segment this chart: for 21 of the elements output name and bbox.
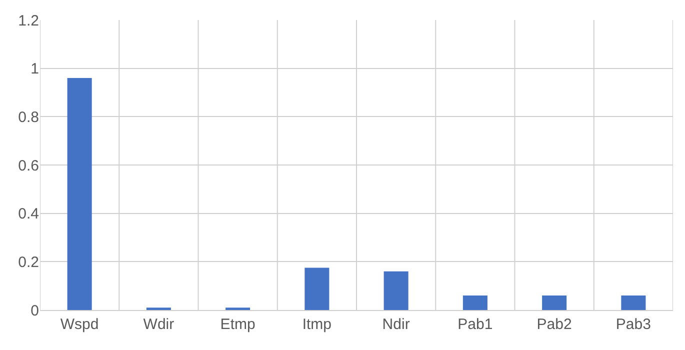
y-tick-label: 0.2	[18, 254, 39, 271]
x-tick-label: Pab3	[616, 316, 651, 333]
x-tick-label: Ndir	[382, 316, 410, 333]
y-tick-label: 0.4	[18, 206, 39, 223]
y-tick-label: 0	[30, 302, 39, 320]
y-tick-label: 1	[30, 60, 39, 78]
x-tick-label: Wdir	[143, 316, 174, 333]
x-tick-label: Wspd	[60, 316, 99, 333]
bar	[462, 296, 488, 310]
bar	[542, 296, 567, 310]
x-tick-label: Pab2	[536, 316, 572, 333]
bar	[384, 271, 408, 310]
bar	[67, 78, 92, 310]
x-tick-label: Etmp	[220, 316, 256, 333]
x-tick-label: Itmp	[302, 316, 332, 333]
x-tick-label: Pab1	[458, 316, 493, 333]
bar	[621, 296, 646, 310]
y-tick-label: 0.6	[18, 157, 39, 174]
bar	[304, 268, 330, 310]
y-tick-label: 1.2	[18, 12, 39, 30]
y-tick-label: 0.8	[18, 108, 39, 126]
